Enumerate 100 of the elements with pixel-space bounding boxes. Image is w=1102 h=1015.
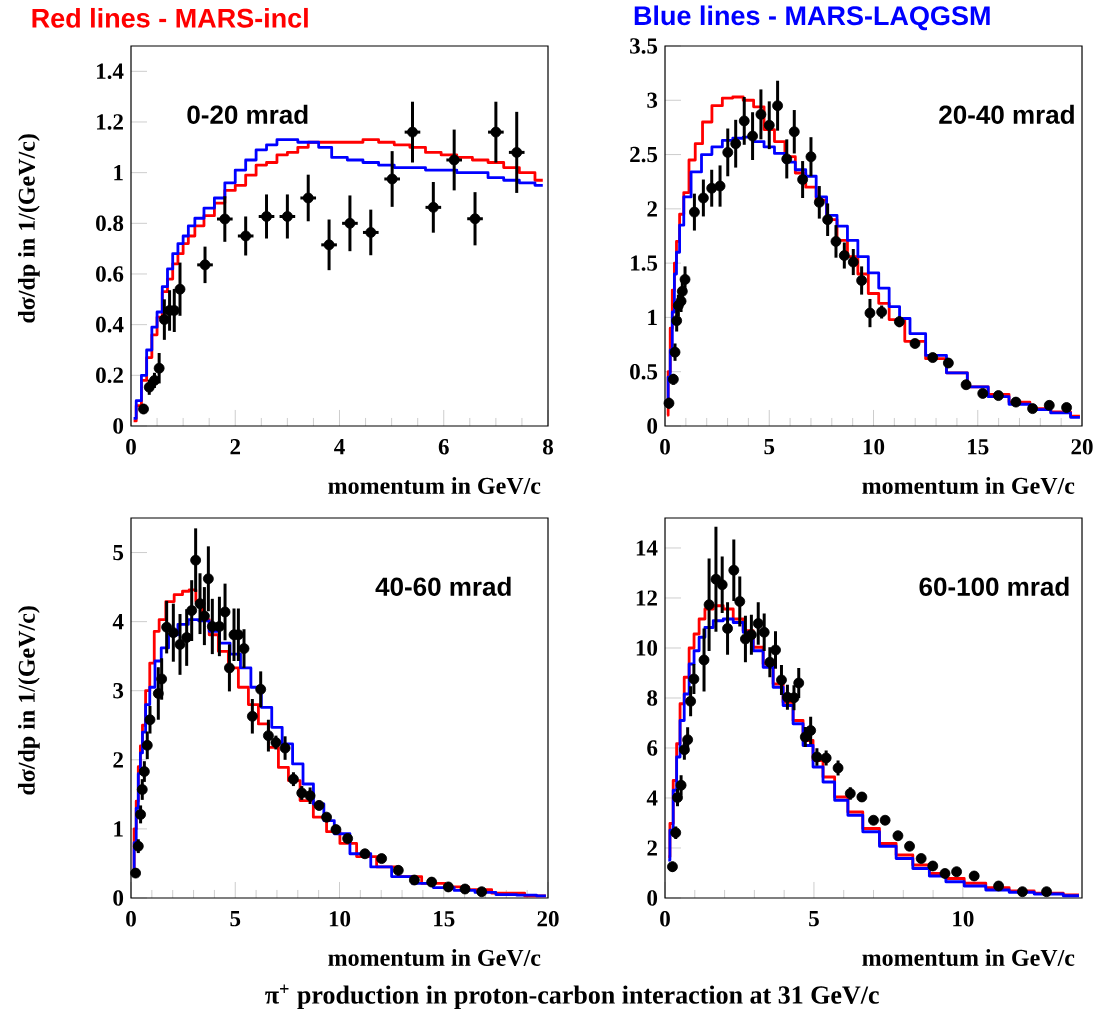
point — [1017, 886, 1028, 898]
x-axis-title: momentum in GeV/c — [328, 949, 541, 967]
y-tick-label: 2 — [647, 840, 657, 856]
y-tick-label: 12 — [636, 590, 657, 606]
point — [675, 779, 687, 791]
point — [219, 606, 231, 618]
point — [1061, 402, 1072, 413]
point — [722, 146, 734, 158]
point — [304, 790, 316, 802]
point — [734, 596, 746, 607]
y-axis-title: dσ/dp in 1/(GeV/c) — [17, 134, 40, 323]
point — [755, 108, 767, 120]
text: π$^{+}$ production in proton-carbon interaction at 31 GeV/c — [265, 984, 879, 1010]
y-tick-label: 0 — [113, 890, 124, 906]
point — [909, 338, 921, 349]
y-tick-label: 1 — [114, 165, 123, 181]
point — [238, 643, 250, 654]
point — [730, 138, 742, 150]
x-axis-title: momentum in GeV/c — [862, 477, 1075, 495]
point — [1027, 403, 1038, 415]
point — [136, 784, 148, 795]
y-tick-label: 2.5 — [630, 146, 658, 163]
point — [758, 626, 770, 638]
point — [667, 861, 678, 873]
point — [716, 579, 728, 591]
y-tick-label: 3.5 — [630, 38, 658, 54]
point — [214, 621, 225, 632]
x-tick-label: 10 — [863, 439, 885, 455]
point — [776, 674, 787, 686]
point — [156, 673, 168, 685]
text: 20-40 mrad — [939, 104, 1074, 124]
point — [879, 814, 891, 826]
point — [714, 180, 726, 192]
point — [847, 256, 859, 268]
y-tick-label: 1 — [648, 309, 657, 325]
point — [476, 886, 488, 898]
point — [689, 206, 700, 218]
point — [141, 739, 153, 751]
point — [288, 773, 299, 785]
y-tick-label: 10 — [636, 640, 658, 656]
point — [158, 314, 170, 325]
point — [682, 734, 694, 746]
point — [671, 315, 683, 327]
point — [1041, 886, 1052, 898]
point — [893, 316, 905, 328]
x-tick-label: 10 — [953, 911, 974, 927]
text: 60-100 mrad — [919, 576, 1069, 596]
point — [669, 346, 681, 358]
point — [844, 788, 856, 799]
point — [838, 250, 850, 261]
y-tick-label: 3 — [647, 92, 658, 108]
y-tick-label: 2 — [647, 201, 657, 217]
y-tick-label: 6 — [647, 740, 658, 756]
text: Blue lines - MARS-LAQGSM — [634, 5, 990, 31]
point — [152, 688, 164, 699]
point — [144, 714, 156, 726]
x-tick-label: 0 — [126, 439, 136, 455]
x-tick-label: 5 — [230, 911, 241, 927]
y-tick-label: 5 — [113, 544, 124, 561]
y-tick-label: 0.2 — [96, 367, 123, 384]
x-axis-title: momentum in GeV/c — [862, 949, 1075, 967]
x-tick-label: 5 — [809, 911, 819, 927]
point — [679, 274, 691, 285]
point — [279, 742, 291, 754]
point — [811, 751, 823, 763]
x-tick-label: 4 — [334, 439, 345, 455]
point — [939, 868, 951, 879]
point — [153, 362, 165, 374]
point — [805, 151, 817, 163]
point — [667, 373, 679, 385]
point — [752, 618, 764, 629]
point — [174, 283, 186, 295]
point — [722, 623, 733, 634]
point — [968, 870, 980, 882]
point — [685, 695, 697, 707]
point — [246, 710, 258, 722]
point — [408, 874, 420, 886]
y-tick-label: 0.4 — [96, 316, 124, 333]
x-tick-label: 15 — [968, 439, 989, 455]
point — [672, 792, 683, 803]
point — [1043, 399, 1055, 411]
y-tick-label: 1 — [114, 821, 123, 837]
text: Red lines - MARS-incl — [32, 7, 308, 28]
point — [781, 153, 793, 165]
x-tick-label: 5 — [764, 439, 775, 455]
y-tick-label: 1.4 — [97, 63, 124, 80]
point — [915, 853, 927, 864]
point — [426, 876, 438, 888]
x-tick-label: 2 — [230, 439, 241, 455]
point — [772, 100, 783, 112]
y-tick-label: 4 — [112, 614, 124, 630]
y-tick-label: 0 — [113, 418, 124, 434]
point — [770, 644, 781, 656]
point — [130, 867, 141, 879]
text: 0-20 mrad — [187, 104, 308, 124]
point — [663, 397, 675, 409]
point — [670, 827, 682, 839]
text: 40-60 mrad — [375, 576, 511, 596]
point — [927, 860, 939, 872]
point — [698, 654, 710, 666]
